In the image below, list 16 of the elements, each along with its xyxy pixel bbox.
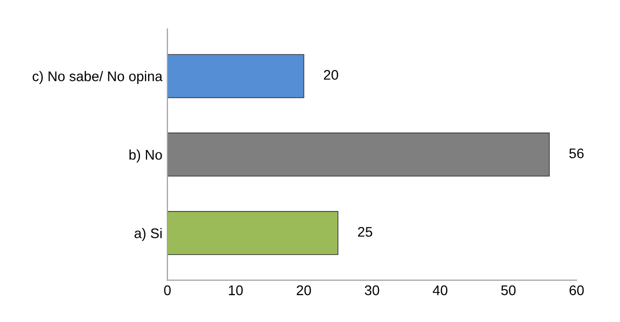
bar	[167, 54, 304, 98]
x-tick-label: 30	[364, 285, 380, 296]
x-tick-label: 0	[164, 285, 171, 296]
data-label: 56	[569, 148, 584, 158]
bar	[167, 211, 338, 256]
data-label: 25	[358, 226, 372, 237]
x-tick-label: 10	[228, 285, 243, 296]
bar	[167, 132, 550, 177]
y-tick-label: c) No sabe/ No opina	[32, 71, 163, 84]
x-tick-label: 40	[432, 285, 448, 296]
y-tick-label: b) No	[129, 150, 162, 162]
x-tick-label: 60	[570, 285, 584, 296]
data-label: 20	[324, 70, 338, 80]
y-tick-label: a) Si	[134, 228, 162, 241]
x-tick-label: 50	[501, 285, 516, 296]
x-tick-label: 20	[296, 285, 311, 296]
